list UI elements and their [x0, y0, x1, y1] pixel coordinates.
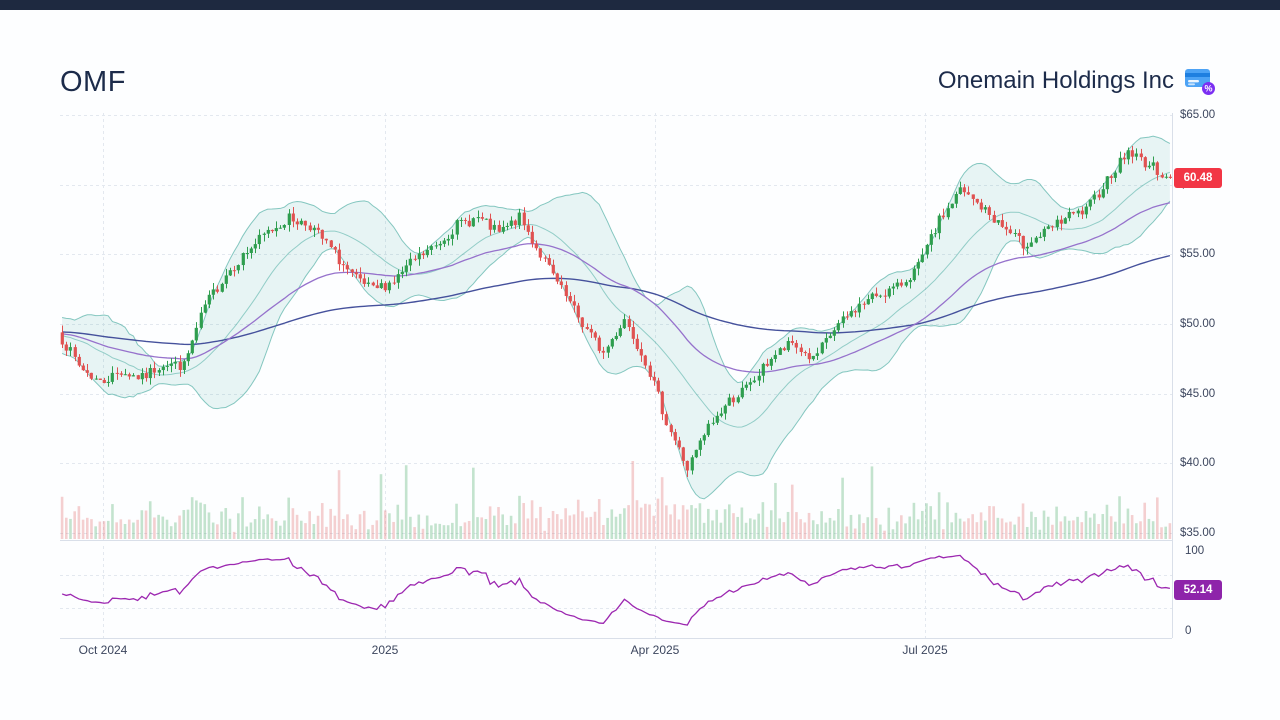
price-chart-canvas[interactable] — [0, 0, 1280, 720]
page: OMF Onemain Holdings Inc % $65.00 $60.00… — [0, 0, 1280, 720]
